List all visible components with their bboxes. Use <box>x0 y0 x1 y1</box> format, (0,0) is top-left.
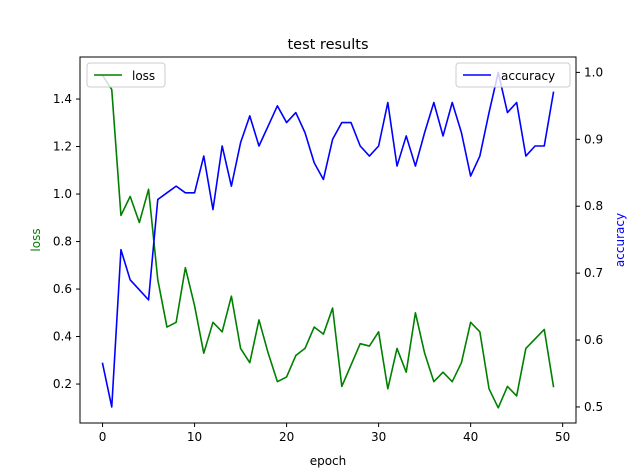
legend-loss-box <box>86 62 166 88</box>
x-axis-label: epoch <box>310 454 347 468</box>
y-right-tick-label: 0.9 <box>584 132 603 146</box>
y-right-tick-label: 0.5 <box>584 400 603 414</box>
y-axis-right: 0.5 0.6 0.7 0.8 0.9 1.0 <box>576 65 603 414</box>
x-tick-label: 50 <box>555 430 570 444</box>
legend-accuracy-label: accuracy <box>501 69 555 83</box>
y-left-tick-label: 0.4 <box>53 330 72 344</box>
y-right-tick-label: 1.0 <box>584 65 603 79</box>
plot-frame <box>79 56 577 424</box>
y-axis-left: 0.2 0.4 0.6 0.8 1.0 1.2 1.4 <box>53 92 80 391</box>
y-right-tick-label: 0.6 <box>584 333 603 347</box>
y-axis-right-label: accuracy <box>613 213 627 267</box>
legend-accuracy: accuracy <box>455 62 571 88</box>
legend-loss-label: loss <box>132 69 155 83</box>
y-left-tick-label: 0.6 <box>53 282 72 296</box>
x-axis: 0 10 20 30 40 50 <box>99 423 570 444</box>
y-left-tick-label: 0.2 <box>53 377 72 391</box>
y-left-tick-label: 1.2 <box>53 140 72 154</box>
y-left-tick-label: 1.0 <box>53 187 72 201</box>
loss-line <box>101 74 555 409</box>
series-layer <box>101 71 555 409</box>
y-axis-left-label: loss <box>29 228 43 251</box>
x-tick-label: 40 <box>463 430 478 444</box>
y-right-tick-label: 0.8 <box>584 199 603 213</box>
chart-title: test results <box>287 37 368 53</box>
x-tick-label: 0 <box>99 430 107 444</box>
accuracy-line <box>101 71 555 408</box>
y-right-tick-label: 0.7 <box>584 266 603 280</box>
x-tick-label: 20 <box>279 430 294 444</box>
legend-accuracy-box <box>455 62 571 88</box>
x-tick-label: 10 <box>187 430 202 444</box>
x-tick-label: 30 <box>371 430 386 444</box>
y-left-tick-label: 0.8 <box>53 235 72 249</box>
legend-loss: loss <box>86 62 166 88</box>
y-left-tick-label: 1.4 <box>53 92 72 106</box>
